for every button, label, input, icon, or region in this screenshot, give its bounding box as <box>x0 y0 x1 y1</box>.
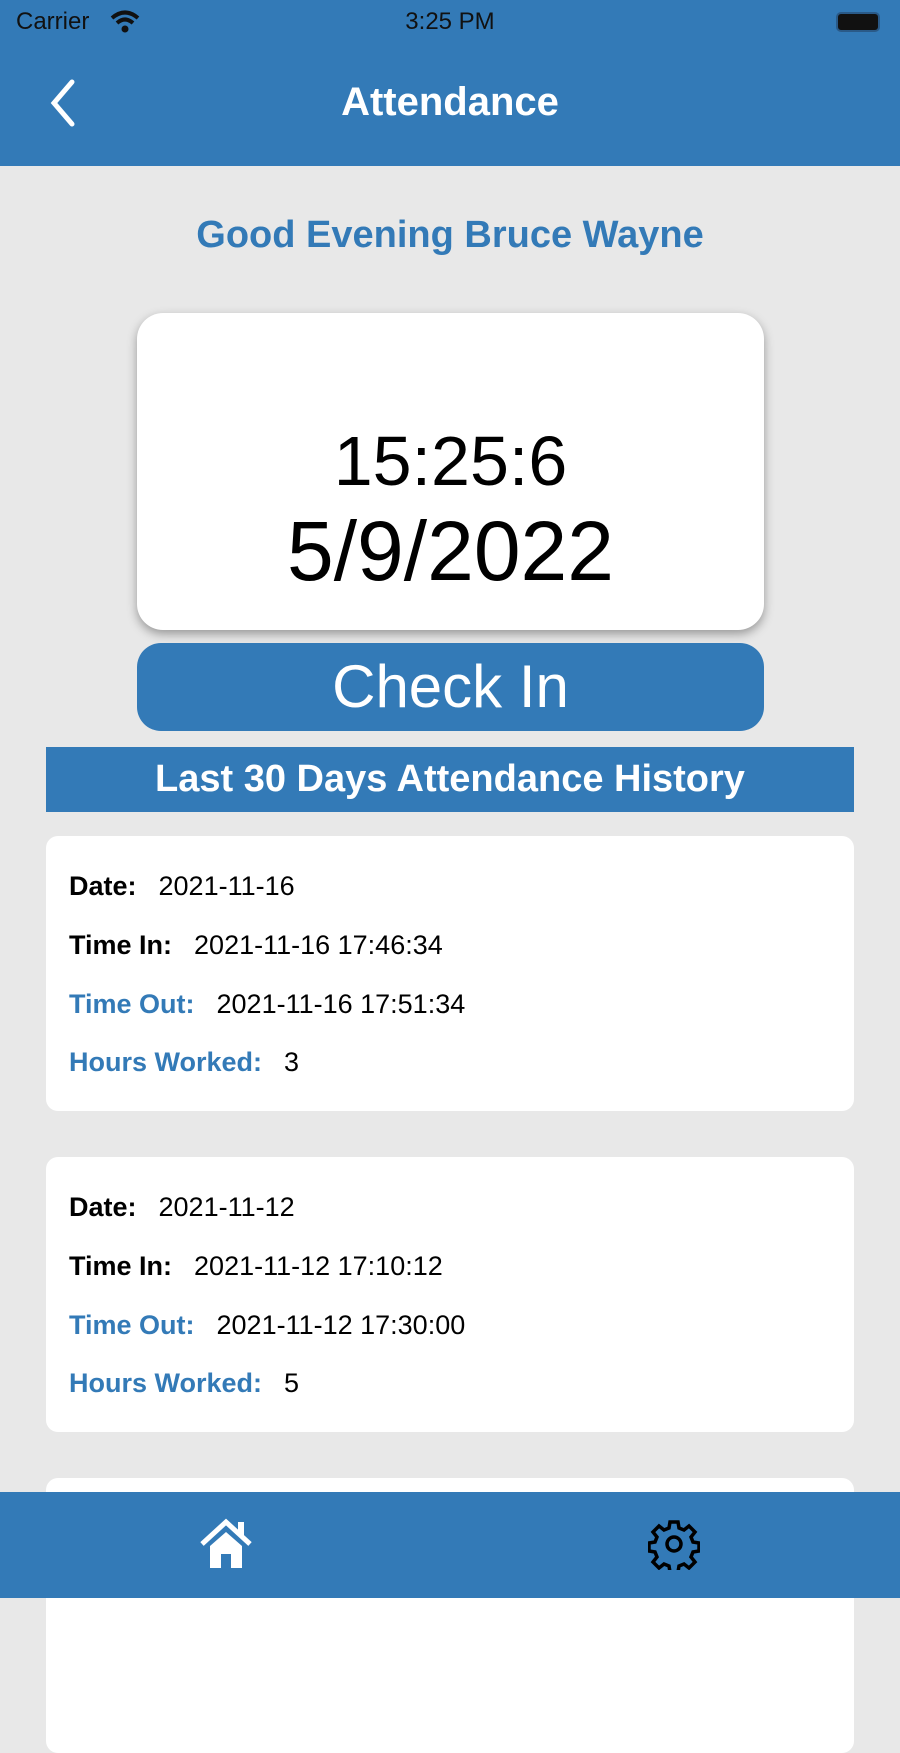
date-value: 2021-11-12 <box>158 1192 295 1222</box>
back-chevron-icon[interactable] <box>44 78 84 128</box>
wifi-icon <box>110 10 140 33</box>
hours-row: Hours Worked: 3 <box>69 1047 299 1078</box>
date-row: Date: 2021-11-16 <box>69 871 295 902</box>
history-header: Last 30 Days Attendance History <box>46 747 854 812</box>
check-in-button[interactable]: Check In <box>137 643 764 731</box>
hours-row: Hours Worked: 5 <box>69 1368 299 1399</box>
home-icon[interactable] <box>198 1516 254 1572</box>
hours-label: Hours Worked: <box>69 1047 263 1077</box>
time-in-row: Time In: 2021-11-12 17:10:12 <box>69 1251 443 1282</box>
date-value: 2021-11-16 <box>158 871 295 901</box>
tab-bar <box>0 1492 900 1598</box>
time-out-label: Time Out: <box>69 1310 195 1340</box>
time-out-row: Time Out: 2021-11-16 17:51:34 <box>69 989 465 1020</box>
clock-label: 3:25 PM <box>405 8 495 35</box>
time-out-value: 2021-11-16 17:51:34 <box>216 989 466 1019</box>
date-label: Date: <box>69 1192 137 1222</box>
time-in-value: 2021-11-16 17:46:34 <box>194 930 443 960</box>
header: Carrier 3:25 PM Attendance <box>0 0 900 166</box>
hours-label: Hours Worked: <box>69 1368 263 1398</box>
gear-icon[interactable] <box>648 1518 700 1570</box>
page-title: Attendance <box>341 80 559 124</box>
clock-card: 15:25:6 5/9/2022 <box>137 313 764 630</box>
current-date: 5/9/2022 <box>287 504 614 598</box>
carrier-label: Carrier <box>16 8 90 35</box>
attendance-card: Date: 2021-11-12 Time In: 2021-11-12 17:10… <box>46 1157 854 1432</box>
greeting: Good Evening Bruce Wayne <box>196 214 704 256</box>
time-in-row: Time In: 2021-11-16 17:46:34 <box>69 930 443 961</box>
hours-value: 5 <box>284 1368 300 1398</box>
time-in-label: Time In: <box>69 930 173 960</box>
time-in-label: Time In: <box>69 1251 173 1281</box>
hours-value: 3 <box>284 1047 300 1077</box>
time-out-label: Time Out: <box>69 989 195 1019</box>
attendance-card: Date: 2021-11-16 Time In: 2021-11-16 17:46… <box>46 836 854 1111</box>
time-out-row: Time Out: 2021-11-12 17:30:00 <box>69 1310 465 1341</box>
date-row: Date: 2021-11-12 <box>69 1192 295 1223</box>
time-in-value: 2021-11-12 17:10:12 <box>194 1251 443 1281</box>
battery-icon <box>836 12 880 32</box>
time-out-value: 2021-11-12 17:30:00 <box>216 1310 466 1340</box>
date-label: Date: <box>69 871 137 901</box>
current-time: 15:25:6 <box>333 422 568 500</box>
